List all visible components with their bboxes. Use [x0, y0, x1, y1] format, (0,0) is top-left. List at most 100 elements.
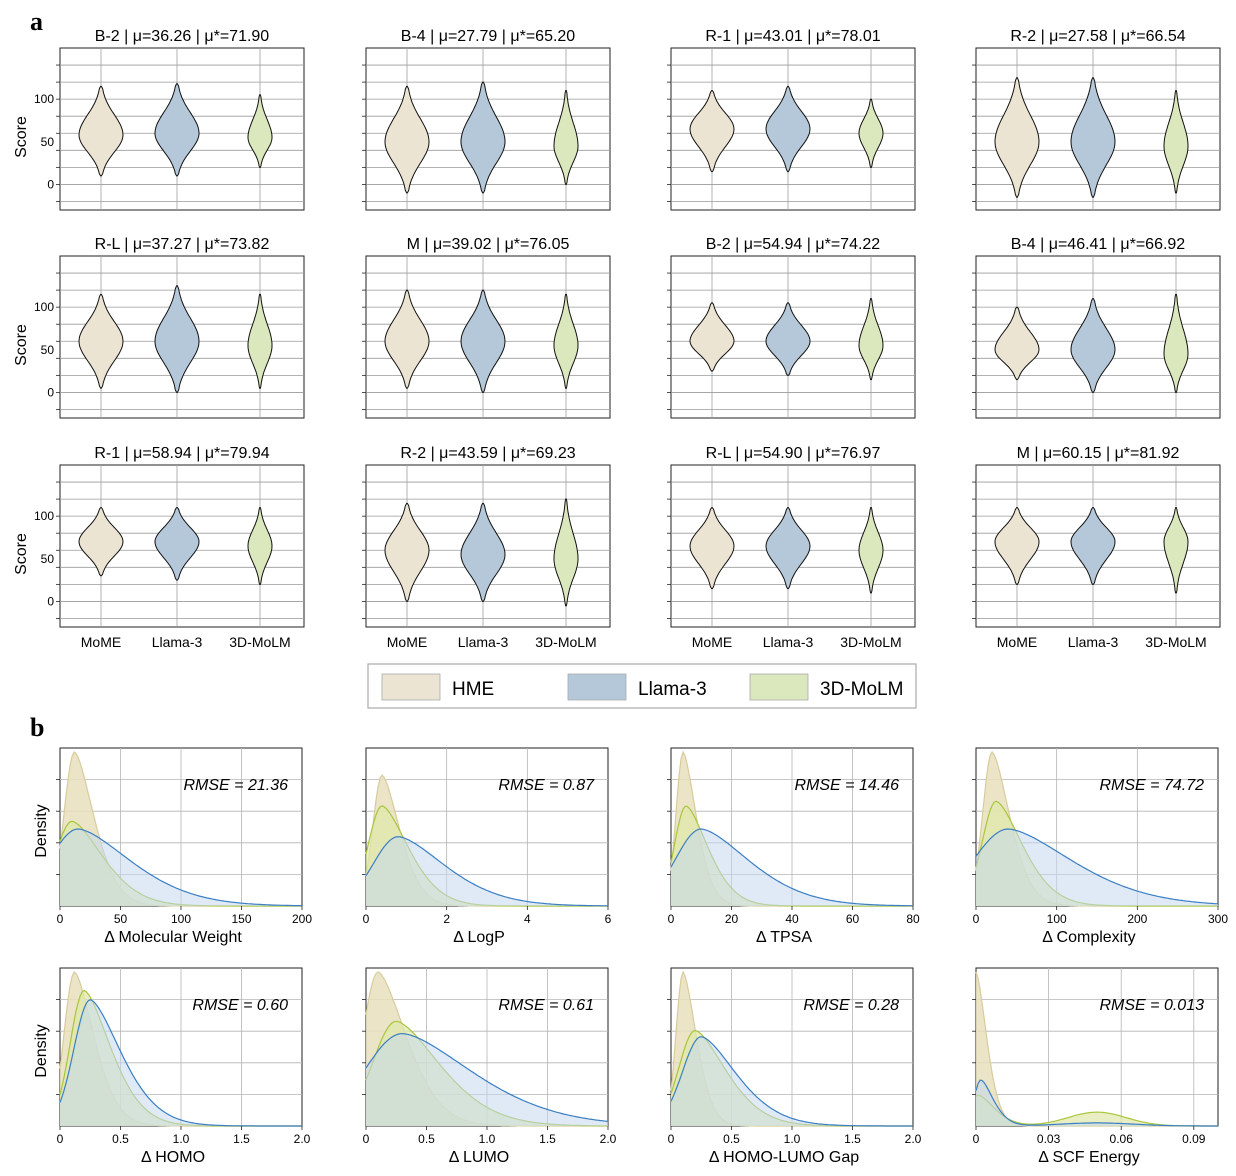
panel-label-b: b	[30, 713, 44, 742]
violin-3d-molm	[858, 507, 884, 594]
violin-3d-molm	[1163, 293, 1189, 393]
x-tick-label: 0.5	[723, 1132, 740, 1146]
x-axis-label: Δ HOMO-LUMO Gap	[709, 1149, 859, 1166]
violin-llama-3	[765, 85, 811, 173]
violin-llama-3	[765, 507, 811, 590]
legend-swatch-hme	[381, 673, 441, 701]
x-tick-label: 0	[973, 1132, 980, 1146]
y-axis-label: Density	[33, 804, 50, 857]
x-tick-label: 100	[1047, 912, 1067, 926]
violin-chart-3: R-1 | μ=43.01 | μ*=78.01	[667, 28, 916, 211]
x-tick-label: 50	[114, 912, 128, 926]
violin-mome	[994, 306, 1040, 381]
violin-llama-3	[154, 285, 200, 393]
x-tick-label: 100	[171, 912, 191, 926]
x-tick-label: MoME	[81, 634, 121, 650]
density-line-llama-3	[670, 828, 914, 907]
y-tick-label: 0	[47, 177, 54, 191]
density-chart-1: RMSE = 21.36 0 50 100 150 200 Δ Molecular Weig…	[33, 747, 312, 946]
chart-title: R-L | μ=37.27 | μ*=73.82	[95, 236, 270, 253]
x-tick-label: 0	[57, 912, 64, 926]
density-chart-7: RMSE = 0.28 0 0.5 1.0 1.5 2.0 Δ HOMO-LUMO Gap	[667, 967, 922, 1166]
x-tick-label: 3D-MoLM	[229, 634, 290, 650]
x-axis-label: Δ LUMO	[449, 1149, 509, 1166]
x-tick-label: 0	[668, 912, 675, 926]
chart-title: B-2 | μ=36.26 | μ*=71.90	[95, 28, 270, 45]
rmse-annotation: RMSE = 21.36	[184, 777, 289, 794]
x-tick-label: MoME	[387, 634, 427, 650]
rmse-annotation: RMSE = 0.013	[1100, 997, 1205, 1014]
legend: HME Llama-3 3D-MoLM	[367, 663, 917, 709]
density-chart-4: RMSE = 74.72 0 100 200 300 Δ Complexity	[972, 747, 1228, 946]
x-axis-label: Δ TPSA	[756, 929, 812, 946]
violin-chart-1: B-2 | μ=36.26 | μ*=71.90 0 50 100 Score	[13, 28, 305, 211]
density-line-llama-3	[670, 1036, 913, 1127]
chart-title: R-1 | μ=58.94 | μ*=79.94	[94, 445, 269, 462]
y-axis-label: Score	[13, 116, 30, 158]
y-axis-label: Score	[13, 533, 30, 575]
x-tick-label: 2	[443, 912, 450, 926]
chart-title: R-2 | μ=43.59 | μ*=69.23	[400, 445, 575, 462]
x-tick-label: 2.0	[294, 1132, 311, 1146]
x-tick-label: 0	[973, 912, 980, 926]
violin-3d-molm	[247, 94, 273, 168]
chart-title: R-L | μ=54.90 | μ*=76.97	[706, 445, 881, 462]
violin-chart-4: R-2 | μ=27.58 | μ*=66.54	[972, 28, 1221, 211]
x-tick-label: MoME	[692, 634, 732, 650]
x-tick-label: 2.0	[600, 1132, 617, 1146]
x-tick-label: Llama-3	[763, 634, 814, 650]
violin-llama-3	[460, 502, 506, 602]
violin-3d-molm	[247, 293, 273, 389]
density-line-llama-3	[975, 828, 1219, 905]
y-tick-label: 50	[41, 135, 55, 149]
chart-title: B-4 | μ=46.41 | μ*=66.92	[1011, 236, 1186, 253]
violin-mome	[78, 293, 124, 389]
x-tick-label: 4	[524, 912, 531, 926]
violin-mome	[384, 85, 430, 194]
rmse-annotation: RMSE = 0.61	[498, 997, 594, 1014]
x-tick-label: Llama-3	[458, 634, 509, 650]
violin-mome	[384, 289, 430, 389]
density-area-llama-3	[976, 1080, 1218, 1126]
violin-mome	[384, 502, 430, 602]
x-tick-label: 0.03	[1037, 1132, 1061, 1146]
x-tick-label: 0	[57, 1132, 64, 1146]
x-axis-label: Δ HOMO	[141, 1149, 205, 1166]
x-axis-label: Δ Complexity	[1042, 929, 1135, 946]
x-tick-label: 300	[1208, 912, 1228, 926]
x-tick-label: MoME	[997, 634, 1037, 650]
x-tick-label: 0	[363, 912, 370, 926]
x-tick-label: 0.5	[418, 1132, 435, 1146]
violin-mome	[689, 90, 735, 173]
x-tick-label: 200	[292, 912, 312, 926]
density-chart-2: RMSE = 0.87 0 2 4 6 Δ LogP	[362, 747, 612, 946]
x-tick-label: 1.0	[479, 1132, 496, 1146]
y-tick-label: 50	[41, 343, 55, 357]
rmse-annotation: RMSE = 0.60	[192, 997, 288, 1014]
density-line-llama-3	[59, 828, 303, 907]
x-axis-label: Δ Molecular Weight	[104, 929, 242, 946]
violin-chart-11: R-L | μ=54.90 | μ*=76.97 MoME Llama-3 3D-Mo…	[667, 445, 916, 650]
violin-chart-5: R-L | μ=37.27 | μ*=73.82 0 50 100 Score	[13, 236, 305, 419]
density-chart-3: RMSE = 14.46 0 20 40 60 80 Δ TPSA	[667, 747, 920, 946]
violin-mome	[78, 85, 124, 177]
violin-llama-3	[1070, 507, 1116, 585]
x-axis-label: Δ SCF Energy	[1038, 1149, 1139, 1166]
x-tick-label: 3D-MoLM	[535, 634, 596, 650]
density-area-llama-3	[60, 829, 302, 906]
density-line-llama-3	[59, 999, 302, 1127]
violin-3d-molm	[858, 98, 884, 168]
y-axis-label: Score	[13, 324, 30, 366]
violin-3d-molm	[1163, 90, 1189, 194]
legend-swatch-llama-3	[567, 673, 627, 701]
violin-chart-6: M | μ=39.02 | μ*=76.05	[362, 236, 611, 419]
density-line-llama-3	[975, 1079, 1218, 1127]
violin-llama-3	[460, 81, 506, 194]
rmse-annotation: RMSE = 0.87	[498, 777, 595, 794]
chart-title: B-4 | μ=27.79 | μ*=65.20	[401, 28, 576, 45]
violin-mome	[78, 507, 124, 577]
y-tick-label: 50	[41, 552, 55, 566]
x-tick-label: 1.5	[233, 1132, 250, 1146]
x-tick-label: 1.5	[844, 1132, 861, 1146]
